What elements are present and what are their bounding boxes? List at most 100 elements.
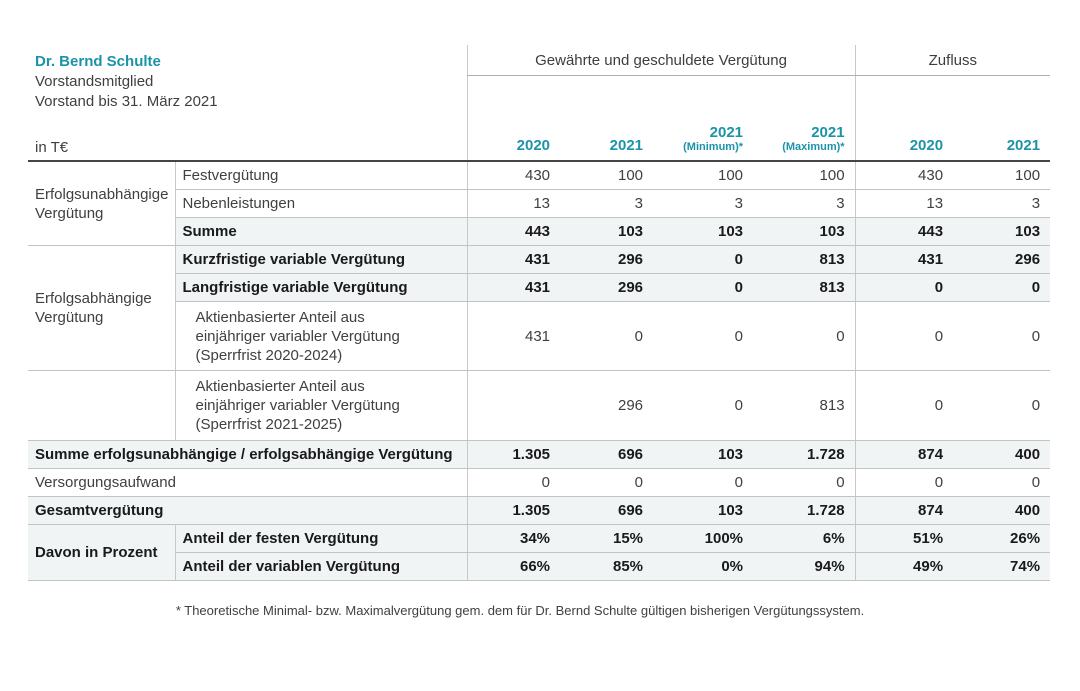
value-cell: 431 — [854, 245, 954, 274]
value-cell: 0 — [653, 273, 754, 302]
value-cell: 0 — [854, 301, 954, 371]
table-row: Erfolgsabhängige Vergütung Kurzfristige … — [28, 245, 1051, 371]
year-header-granted-2021: 2021 — [560, 75, 654, 162]
value-cell: 430 — [466, 161, 561, 190]
value-cell: 103 — [560, 217, 654, 246]
value-cell: 874 — [854, 440, 954, 469]
value-cell: 1.728 — [753, 496, 856, 525]
value-cell: 0 — [653, 301, 754, 371]
value-cell: 0 — [653, 468, 754, 497]
value-cell: 400 — [953, 440, 1051, 469]
value-cell: 0 — [653, 370, 754, 441]
value-cell: 103 — [753, 217, 856, 246]
value-cell: 13 — [854, 189, 954, 218]
column-group-granted: Gewährte und geschuldete Vergütung — [466, 45, 856, 76]
value-cell: 443 — [466, 217, 561, 246]
value-cell: 13 — [466, 189, 561, 218]
value-cell: 103 — [653, 440, 754, 469]
header-group-row: Dr. Bernd Schulte Vorstandsmitglied Vors… — [28, 45, 1051, 162]
value-cell: 0 — [854, 468, 954, 497]
value-cell: 3 — [753, 189, 856, 218]
row-label: Langfristige variable Vergütung — [174, 273, 468, 302]
value-cell: 874 — [854, 496, 954, 525]
group-cell: Davon in Prozent — [28, 524, 175, 581]
value-cell: 0 — [953, 301, 1051, 371]
value-cell: 0 — [953, 468, 1051, 497]
value-cell: 1.305 — [466, 440, 561, 469]
person-name: Dr. Bernd Schulte — [35, 53, 161, 70]
value-cell: 296 — [953, 245, 1051, 274]
value-cell: 1.728 — [753, 440, 856, 469]
value-cell: 3 — [653, 189, 754, 218]
value-cell: 100% — [653, 524, 754, 553]
value-cell: 94% — [753, 552, 856, 581]
value-cell: 0 — [953, 273, 1051, 302]
value-cell: 443 — [854, 217, 954, 246]
value-cell: 100 — [753, 161, 856, 190]
value-cell: 85% — [560, 552, 654, 581]
group-cell: Erfolgsunabhängige Vergütung — [28, 161, 175, 246]
year-header-granted-2020: 2020 — [466, 75, 561, 162]
person-tenure: Vorstand bis 31. März 2021 — [35, 93, 218, 110]
value-cell: 431 — [466, 273, 561, 302]
row-label: Gesamtvergütung — [28, 496, 468, 525]
value-cell: 51% — [854, 524, 954, 553]
value-cell: 296 — [560, 273, 654, 302]
value-cell: 430 — [854, 161, 954, 190]
value-cell: 100 — [653, 161, 754, 190]
value-cell: 296 — [560, 370, 654, 441]
value-cell: 66% — [466, 552, 561, 581]
value-cell: 696 — [560, 440, 654, 469]
value-cell: 34% — [466, 524, 561, 553]
row-label: Versorgungsaufwand — [28, 468, 468, 497]
value-cell: 100 — [560, 161, 654, 190]
table-row: Aktienbasierter Anteil aus einjähriger v… — [28, 370, 1051, 441]
table-row: Gesamtvergütung 1.305 696 103 1.728 874 … — [28, 496, 1051, 525]
value-cell — [466, 370, 561, 441]
value-cell: 0 — [854, 273, 954, 302]
table-row: Langfristige variable Vergütung 431 296 … — [28, 273, 1051, 302]
group-cell: Erfolgsabhängige Vergütung — [28, 245, 175, 371]
row-label: Summe — [174, 217, 468, 246]
value-cell: 103 — [653, 496, 754, 525]
table-row: Versorgungsaufwand 0 0 0 0 0 0 — [28, 468, 1051, 497]
table-row: Erfolgsunabhängige Vergütung Festvergütu… — [28, 161, 1051, 246]
group-cell — [28, 370, 175, 441]
row-label: Nebenleistungen — [174, 189, 468, 218]
row-label: Anteil der festen Vergütung — [174, 524, 468, 553]
value-cell: 0 — [953, 370, 1051, 441]
value-cell: 3 — [953, 189, 1051, 218]
row-label: Aktienbasierter Anteil aus einjähriger v… — [174, 370, 468, 441]
row-label: Festvergütung — [174, 161, 468, 190]
year-header-inflow-2021: 2021 — [953, 75, 1051, 162]
table-row: Nebenleistungen 13 3 3 3 13 3 — [28, 189, 1051, 218]
table-row: Summe erfolgsunabhängige / erfolgsabhäng… — [28, 440, 1051, 469]
value-cell: 431 — [466, 245, 561, 274]
value-cell: 696 — [560, 496, 654, 525]
row-label: Anteil der variablen Vergütung — [174, 552, 468, 581]
table-row: Aktienbasierter Anteil aus einjähriger v… — [28, 301, 1051, 371]
value-cell: 813 — [753, 245, 856, 274]
column-group-inflow: Zufluss — [854, 45, 1051, 76]
table-corner: Dr. Bernd Schulte Vorstandsmitglied Vors… — [28, 45, 468, 162]
value-cell: 74% — [953, 552, 1051, 581]
value-cell: 0 — [753, 301, 856, 371]
value-cell: 0% — [653, 552, 754, 581]
unit-label: in T€ — [35, 139, 69, 156]
year-header-inflow-2020: 2020 — [854, 75, 954, 162]
value-cell: 813 — [753, 370, 856, 441]
row-label: Aktienbasierter Anteil aus einjähriger v… — [174, 301, 468, 371]
compensation-table: Dr. Bernd Schulte Vorstandsmitglied Vors… — [28, 45, 1051, 581]
value-cell: 0 — [854, 370, 954, 441]
value-cell: 100 — [953, 161, 1051, 190]
year-header-2021-minimum: 2021 (Minimum)* — [653, 75, 754, 162]
value-cell: 0 — [560, 301, 654, 371]
table-row: Davon in Prozent Anteil der festen Vergü… — [28, 524, 1051, 581]
value-cell: 1.305 — [466, 496, 561, 525]
value-cell: 6% — [753, 524, 856, 553]
person-role: Vorstandsmitglied — [35, 73, 154, 90]
value-cell: 15% — [560, 524, 654, 553]
row-label: Kurzfristige variable Vergütung — [174, 245, 468, 274]
value-cell: 813 — [753, 273, 856, 302]
value-cell: 26% — [953, 524, 1051, 553]
